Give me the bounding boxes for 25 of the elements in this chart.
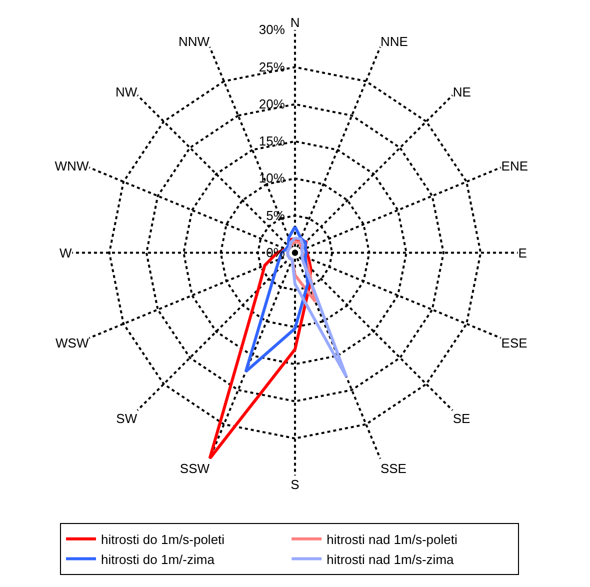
- spoke-label: S: [290, 477, 300, 492]
- spoke-label: WSW: [55, 335, 90, 350]
- y-tick-label: 25%: [258, 59, 286, 74]
- spoke-label: SW: [116, 411, 138, 426]
- spoke-label: SSE: [380, 460, 407, 476]
- spoke-label: NE: [452, 84, 472, 100]
- legend-label: hitrosti do 1m/-zima: [101, 552, 216, 567]
- y-tick-label: 10%: [258, 170, 286, 186]
- spoke-label: ESE: [501, 335, 528, 350]
- spoke-label: NNW: [178, 34, 210, 49]
- spoke-label: WNW: [54, 158, 90, 174]
- spoke-label: NW: [115, 84, 138, 100]
- spoke-label: N: [290, 14, 300, 30]
- spoke-label: SSW: [180, 460, 210, 476]
- legend-label: hitrosti nad 1m/s-poleti: [326, 532, 458, 547]
- legend-label: hitrosti do 1m/s-poleti: [101, 532, 225, 547]
- spoke-label: ENE: [501, 158, 528, 174]
- legend-label: hitrosti nad 1m/s-zima: [326, 552, 455, 567]
- y-tick-label: 20%: [258, 96, 286, 112]
- spoke-label: W: [59, 245, 72, 260]
- y-tick-label: 30%: [258, 22, 286, 38]
- spoke-label: SE: [452, 411, 471, 426]
- spoke-label: E: [518, 245, 528, 260]
- y-tick-label: 15%: [258, 134, 286, 149]
- spoke-label: NNE: [380, 34, 408, 49]
